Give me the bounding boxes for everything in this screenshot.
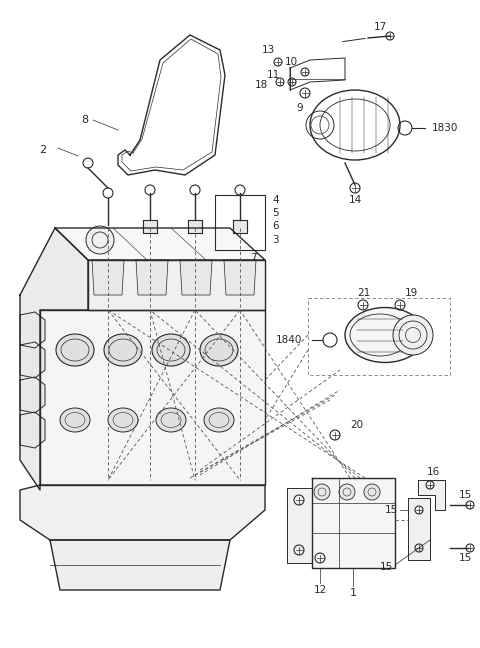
Ellipse shape <box>393 315 433 355</box>
Ellipse shape <box>345 308 425 362</box>
Text: 7: 7 <box>250 253 257 263</box>
Text: 19: 19 <box>405 288 418 298</box>
Text: 15: 15 <box>385 505 398 515</box>
Polygon shape <box>20 485 265 540</box>
Text: 1840: 1840 <box>276 335 302 345</box>
Text: 15: 15 <box>458 490 472 500</box>
Polygon shape <box>88 260 265 310</box>
Text: 16: 16 <box>426 467 440 477</box>
Text: 3: 3 <box>272 235 278 245</box>
Text: 6: 6 <box>272 221 278 231</box>
Text: 9: 9 <box>297 103 303 113</box>
Text: 15: 15 <box>458 553 472 563</box>
Ellipse shape <box>152 334 190 366</box>
Polygon shape <box>20 342 45 378</box>
Circle shape <box>314 484 330 500</box>
Polygon shape <box>180 260 212 295</box>
Text: 15: 15 <box>380 562 393 572</box>
Text: 10: 10 <box>285 57 298 67</box>
Text: 12: 12 <box>313 585 326 595</box>
Text: 17: 17 <box>373 22 386 32</box>
Polygon shape <box>312 478 395 568</box>
Polygon shape <box>40 310 265 485</box>
Polygon shape <box>50 540 230 590</box>
Text: 2: 2 <box>39 145 47 155</box>
Text: 8: 8 <box>82 115 89 125</box>
Polygon shape <box>20 228 88 490</box>
Circle shape <box>86 226 114 254</box>
Ellipse shape <box>200 334 238 366</box>
Ellipse shape <box>156 408 186 432</box>
Circle shape <box>364 484 380 500</box>
Text: 14: 14 <box>348 195 361 205</box>
Ellipse shape <box>108 408 138 432</box>
Text: 4: 4 <box>272 195 278 205</box>
Ellipse shape <box>204 408 234 432</box>
Text: 11: 11 <box>267 70 280 80</box>
Circle shape <box>339 484 355 500</box>
Text: 21: 21 <box>357 288 370 298</box>
Text: 20: 20 <box>350 420 363 430</box>
Polygon shape <box>92 260 124 295</box>
Polygon shape <box>143 220 157 233</box>
Polygon shape <box>20 412 45 448</box>
Ellipse shape <box>104 334 142 366</box>
Polygon shape <box>233 220 247 233</box>
Polygon shape <box>20 312 45 348</box>
Text: 18: 18 <box>255 80 268 90</box>
Polygon shape <box>408 498 430 560</box>
Text: 5: 5 <box>272 208 278 218</box>
Polygon shape <box>418 480 445 510</box>
Text: 1830: 1830 <box>432 123 458 133</box>
Text: 13: 13 <box>262 45 275 55</box>
Ellipse shape <box>56 334 94 366</box>
Polygon shape <box>287 488 312 563</box>
Polygon shape <box>136 260 168 295</box>
Polygon shape <box>224 260 256 295</box>
Text: 1: 1 <box>349 588 357 598</box>
Ellipse shape <box>60 408 90 432</box>
Polygon shape <box>188 220 202 233</box>
Polygon shape <box>55 228 265 260</box>
Polygon shape <box>20 377 45 413</box>
